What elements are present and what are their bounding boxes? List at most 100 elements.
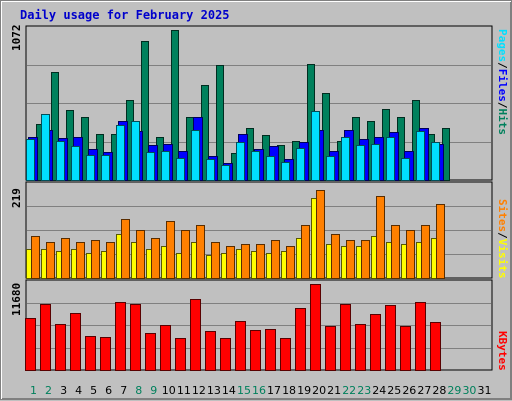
- bar-kbytes-day-24: [370, 314, 381, 371]
- x-tick-label-day-27: 27: [417, 384, 431, 397]
- bar-pages-day-6: [101, 155, 110, 181]
- bar-sites-day-17: [271, 240, 280, 279]
- x-tick-label-day-3: 3: [60, 384, 67, 397]
- x-tick-label-day-23: 23: [357, 384, 371, 397]
- x-tick-label-day-12: 12: [192, 384, 206, 397]
- bar-kbytes-day-14: [220, 338, 231, 371]
- x-tick-label-day-15: 15: [237, 384, 251, 397]
- bar-kbytes-day-19: [295, 308, 306, 371]
- bar-sites-day-7: [121, 219, 130, 279]
- x-tick-label-day-17: 17: [267, 384, 281, 397]
- bar-kbytes-day-28: [430, 322, 441, 371]
- bar-sites-day-25: [391, 225, 400, 279]
- bar-pages-day-1: [26, 139, 35, 181]
- bar-kbytes-day-17: [265, 329, 276, 371]
- bar-pages-day-18: [281, 162, 290, 181]
- bar-pages-day-16: [251, 151, 260, 181]
- bar-kbytes-day-3: [55, 324, 66, 371]
- x-tick-label-day-10: 10: [162, 384, 176, 397]
- bar-pages-day-21: [326, 156, 335, 181]
- chart-title: Daily usage for February 2025: [20, 8, 230, 22]
- bar-kbytes-day-21: [325, 326, 336, 371]
- legend-sep-3: /: [496, 232, 509, 239]
- x-tick-label-day-20: 20: [312, 384, 326, 397]
- x-tick-label-day-24: 24: [372, 384, 386, 397]
- bar-pages-day-2: [41, 114, 50, 181]
- legend-middle: Sites/Visits: [496, 199, 509, 279]
- bar-pages-day-20: [311, 111, 320, 181]
- bar-sites-day-8: [136, 230, 145, 279]
- x-tick-label-day-21: 21: [327, 384, 341, 397]
- bar-pages-day-10: [161, 151, 170, 181]
- x-tick-label-day-9: 9: [150, 384, 157, 397]
- bar-sites-day-20: [316, 190, 325, 279]
- x-tick-label-day-19: 19: [297, 384, 311, 397]
- bar-sites-day-1: [31, 236, 40, 279]
- bar-sites-day-18: [286, 246, 295, 279]
- bar-hits-day-8: [141, 41, 149, 181]
- bar-sites-day-5: [91, 240, 100, 279]
- x-tick-label-day-22: 22: [342, 384, 356, 397]
- bar-kbytes-day-8: [130, 304, 141, 371]
- bar-pages-day-8: [131, 121, 140, 181]
- bar-kbytes-day-12: [190, 299, 201, 371]
- legend-kbytes: KBytes: [496, 331, 509, 371]
- legend-sep-2: /: [496, 101, 509, 109]
- bar-kbytes-day-15: [235, 321, 246, 371]
- legend-sites: Sites: [496, 199, 509, 233]
- bar-kbytes-day-20: [310, 284, 321, 371]
- bar-sites-day-14: [226, 246, 235, 279]
- legend-top: Pages/Files/Hits: [496, 29, 509, 135]
- bar-hits-day-2: [51, 72, 59, 181]
- bar-kbytes-day-10: [160, 325, 171, 371]
- bar-sites-day-23: [361, 240, 370, 279]
- bar-kbytes-day-1: [25, 318, 36, 371]
- bar-pages-day-7: [116, 125, 125, 181]
- bar-pages-day-26: [401, 158, 410, 181]
- bar-hits-day-10: [171, 30, 179, 181]
- bar-kbytes-day-6: [100, 337, 111, 371]
- x-tick-label-day-11: 11: [177, 384, 191, 397]
- bar-pages-day-13: [206, 159, 215, 181]
- x-tick-label-day-13: 13: [207, 384, 221, 397]
- bar-kbytes-day-27: [415, 302, 426, 371]
- bar-kbytes-day-26: [400, 326, 411, 371]
- bar-pages-day-3: [56, 141, 65, 181]
- bar-sites-day-2: [46, 242, 55, 279]
- bar-pages-day-23: [356, 145, 365, 181]
- bar-pages-day-17: [266, 156, 275, 181]
- bar-pages-day-15: [236, 142, 245, 181]
- bar-kbytes-day-22: [340, 304, 351, 371]
- bar-pages-day-28: [431, 142, 440, 181]
- legend-pages: Pages: [496, 29, 509, 63]
- bar-sites-day-22: [346, 240, 355, 279]
- bar-sites-day-13: [211, 242, 220, 279]
- bar-kbytes-day-5: [85, 336, 96, 371]
- bar-kbytes-day-7: [115, 302, 126, 371]
- bar-pages-day-14: [221, 165, 230, 181]
- legend-visits: Visits: [496, 238, 509, 279]
- x-tick-label-day-5: 5: [90, 384, 97, 397]
- x-tick-label-day-28: 28: [432, 384, 446, 397]
- bar-pages-day-22: [341, 137, 350, 181]
- bar-sites-day-27: [421, 225, 430, 279]
- bar-kbytes-day-2: [40, 304, 51, 371]
- x-tick-label-day-25: 25: [387, 384, 401, 397]
- x-tick-label-day-18: 18: [282, 384, 296, 397]
- bar-pages-day-5: [86, 155, 95, 181]
- bar-sites-day-4: [76, 242, 85, 279]
- bar-pages-day-9: [146, 152, 155, 181]
- x-tick-label-day-14: 14: [222, 384, 236, 397]
- bar-kbytes-day-4: [70, 313, 81, 371]
- bottom-max-label: 11680: [10, 282, 23, 316]
- x-tick-label-day-31: 31: [477, 384, 491, 397]
- x-tick-label-day-6: 6: [105, 384, 112, 397]
- legend-files: Files: [496, 68, 509, 102]
- bar-kbytes-day-16: [250, 330, 261, 371]
- bar-kbytes-day-23: [355, 324, 366, 371]
- x-tick-label-day-1: 1: [30, 384, 37, 397]
- bar-pages-day-19: [296, 148, 305, 181]
- top-max-label: 1072: [10, 24, 23, 52]
